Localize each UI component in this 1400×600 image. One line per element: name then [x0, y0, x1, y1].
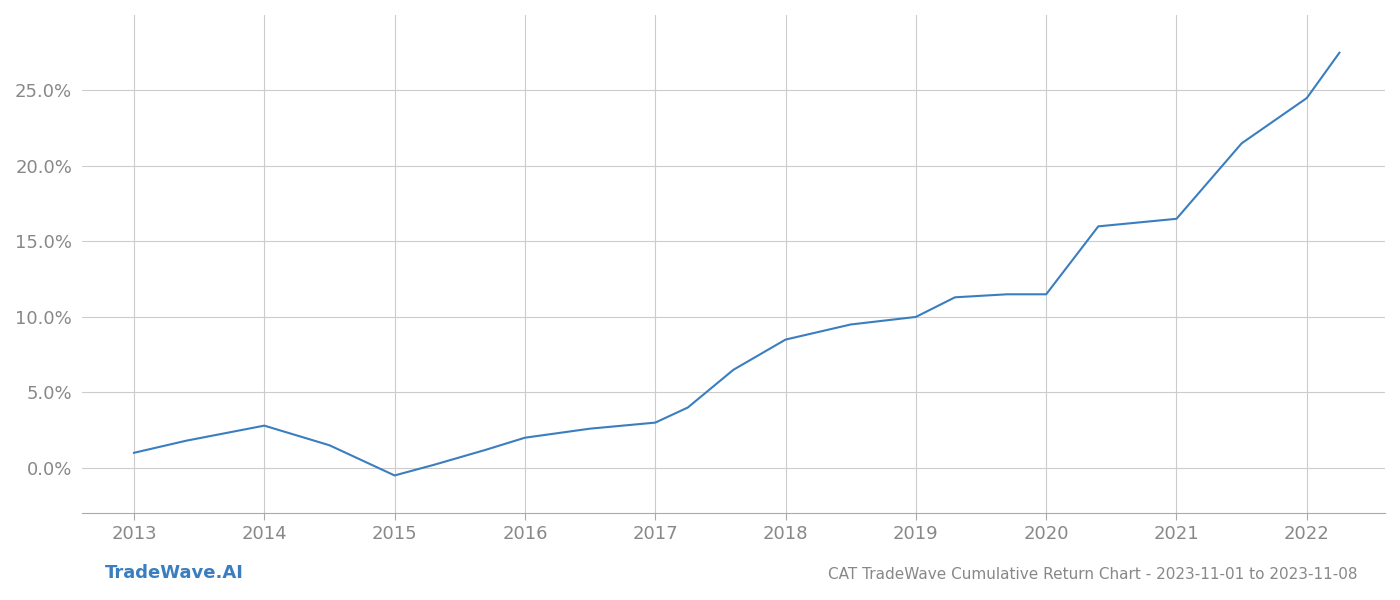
Text: TradeWave.AI: TradeWave.AI — [105, 564, 244, 582]
Text: CAT TradeWave Cumulative Return Chart - 2023-11-01 to 2023-11-08: CAT TradeWave Cumulative Return Chart - … — [829, 567, 1358, 582]
